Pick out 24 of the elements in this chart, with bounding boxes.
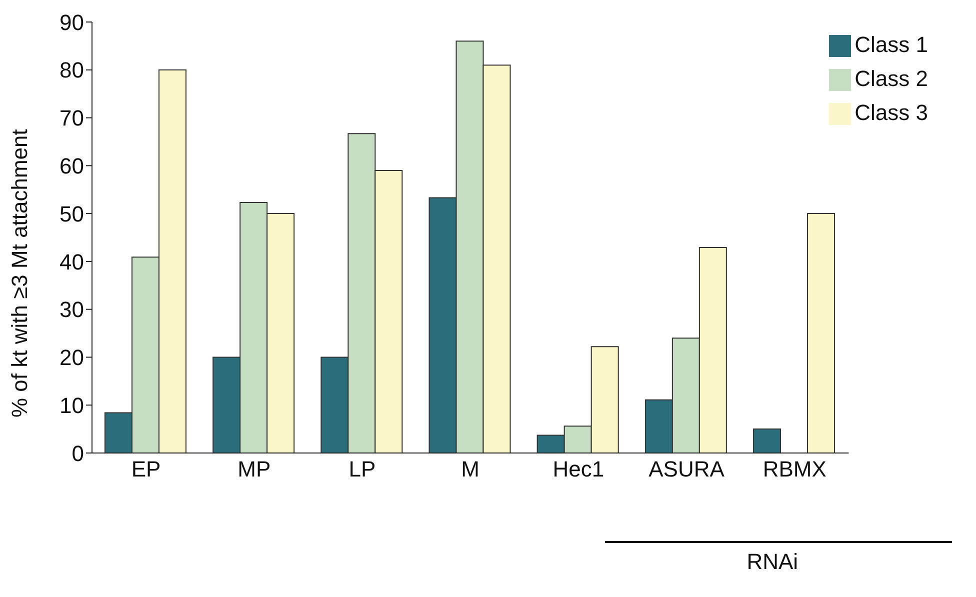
y-tick-label: 40 — [60, 249, 84, 274]
text: RNAi — [746, 549, 800, 575]
legend-label: Class 3 — [854, 100, 928, 125]
y-tick-label: 30 — [60, 297, 84, 322]
y-tick-label: 10 — [60, 392, 84, 418]
legend-label: Class 2 — [854, 66, 928, 91]
y-tick-label: 0 — [72, 440, 84, 466]
x-tick-label: MP — [238, 456, 271, 482]
x-tick-label: LP — [348, 456, 376, 482]
y-tick-label: 90 — [60, 10, 84, 35]
x-tick-label: M — [461, 456, 480, 482]
y-tick-label: 50 — [60, 201, 84, 226]
x-tick-label: ASURA — [648, 456, 725, 482]
bar — [753, 428, 782, 453]
y-tick-label: 20 — [60, 345, 84, 370]
x-tick-label: EP — [131, 456, 161, 482]
y-tick-label: 70 — [60, 106, 84, 131]
legend-label: Class 1 — [854, 32, 928, 57]
y-tick-label: 80 — [60, 58, 84, 83]
y-axis-title: % of kt with ≥3 Mt attachment — [6, 129, 32, 418]
bar — [807, 213, 836, 453]
x-tick-label: RBMX — [762, 456, 827, 482]
x-tick-label: Hec1 — [552, 456, 604, 482]
y-tick-label: 60 — [60, 153, 84, 178]
